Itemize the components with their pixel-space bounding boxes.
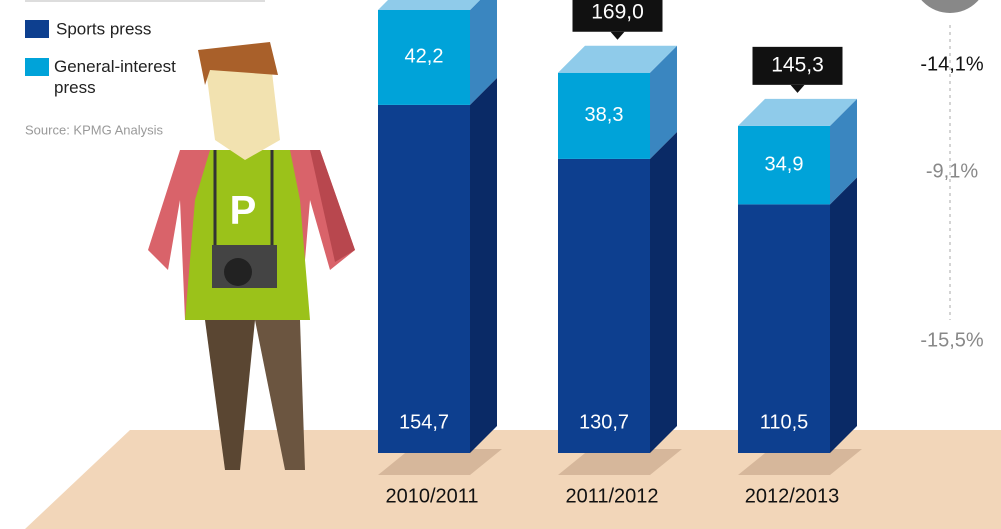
x-tick-label: 2011/2012 [565,485,658,507]
bar-side [470,78,497,453]
chart: Sports press General-interest press Sour… [0,0,1001,529]
floor [25,430,1001,529]
bar-side [650,132,677,453]
total-pointer [611,32,625,40]
value-label: 34,9 [765,153,804,175]
legend-wrap: General-interest press [54,56,204,102]
change-label: -15,5% [920,329,984,351]
value-label: 42,2 [405,46,444,68]
change-label: -14,1% [920,53,984,75]
total-label: 145,3 [771,53,824,76]
legend-label: General-interest press [54,56,194,98]
value-label: 154,7 [399,411,449,433]
svg-text:P: P [230,189,257,233]
x-tick-label: 2012/2013 [745,485,840,507]
legend-swatch [25,58,49,76]
bar [378,105,470,453]
decor-circle [912,0,988,13]
illustration: P [148,42,355,470]
source: Source: KPMG Analysis [25,122,163,137]
x-tick-label: 2010/2011 [385,485,478,507]
value-label: 110,5 [760,411,809,433]
legend-label: Sports press [56,19,151,38]
value-label: 38,3 [585,104,624,126]
bar [558,159,650,453]
total-pointer [791,85,805,93]
total-label: 169,0 [591,0,644,23]
bar-side [830,177,857,453]
legend-swatch [25,20,49,38]
value-label: 130,7 [579,411,629,433]
change-label: -9,1% [926,160,978,182]
